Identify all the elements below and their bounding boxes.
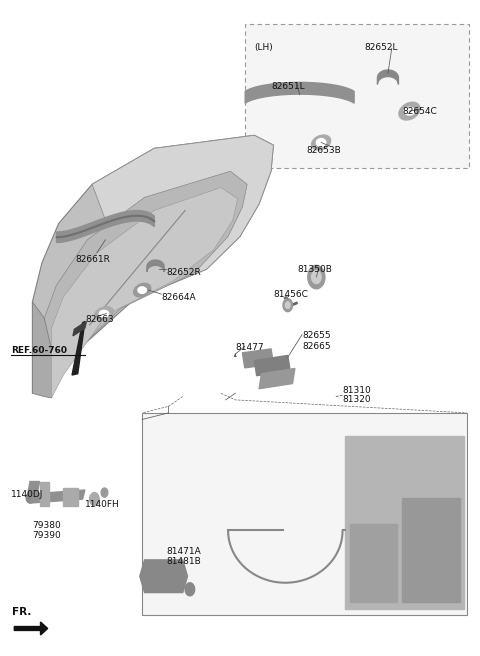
Polygon shape xyxy=(312,135,331,150)
Polygon shape xyxy=(14,622,48,635)
Polygon shape xyxy=(44,171,247,397)
Polygon shape xyxy=(254,356,290,376)
Text: 82654C: 82654C xyxy=(402,107,437,115)
Polygon shape xyxy=(39,482,49,506)
Text: 1140FH: 1140FH xyxy=(85,500,120,509)
Polygon shape xyxy=(92,135,274,298)
Polygon shape xyxy=(399,102,420,120)
Polygon shape xyxy=(312,270,321,283)
Polygon shape xyxy=(308,265,325,289)
Polygon shape xyxy=(51,188,238,398)
Bar xyxy=(142,413,467,615)
Text: 82653B: 82653B xyxy=(307,146,342,155)
Polygon shape xyxy=(57,211,155,243)
Text: 82652R: 82652R xyxy=(166,268,201,277)
Text: 1140DJ: 1140DJ xyxy=(11,490,43,499)
Polygon shape xyxy=(285,302,290,308)
Polygon shape xyxy=(402,498,459,602)
Text: 79390: 79390 xyxy=(33,531,61,541)
Polygon shape xyxy=(147,260,164,272)
Text: REF.60-760: REF.60-760 xyxy=(11,346,67,356)
Text: 81471A: 81471A xyxy=(166,547,201,556)
Text: 81310: 81310 xyxy=(343,386,372,394)
Text: (LH): (LH) xyxy=(254,43,273,52)
Text: 82665: 82665 xyxy=(302,342,331,351)
Text: 82652L: 82652L xyxy=(364,43,397,52)
Polygon shape xyxy=(316,138,326,146)
Bar xyxy=(245,24,469,168)
Text: 82664A: 82664A xyxy=(161,293,196,302)
Text: 81456C: 81456C xyxy=(274,289,308,298)
Polygon shape xyxy=(99,310,109,317)
Polygon shape xyxy=(28,482,39,495)
Polygon shape xyxy=(242,349,274,368)
Polygon shape xyxy=(101,488,108,497)
Polygon shape xyxy=(73,321,86,336)
Polygon shape xyxy=(138,287,146,293)
Polygon shape xyxy=(140,560,188,592)
Text: 81320: 81320 xyxy=(343,396,371,404)
Polygon shape xyxy=(72,321,85,375)
Text: 81481B: 81481B xyxy=(166,558,201,566)
Polygon shape xyxy=(185,583,195,596)
Text: 81350B: 81350B xyxy=(297,265,332,274)
Polygon shape xyxy=(133,283,151,297)
Polygon shape xyxy=(345,436,464,609)
Polygon shape xyxy=(33,302,56,398)
Polygon shape xyxy=(377,70,398,85)
Text: 82655: 82655 xyxy=(302,331,331,340)
Text: 82663: 82663 xyxy=(85,315,114,324)
Polygon shape xyxy=(90,493,99,506)
Text: 82661R: 82661R xyxy=(75,255,110,264)
Polygon shape xyxy=(63,488,78,506)
Polygon shape xyxy=(245,83,354,103)
Polygon shape xyxy=(26,493,34,503)
Text: 81477: 81477 xyxy=(235,343,264,352)
Text: FR.: FR. xyxy=(12,607,31,617)
Polygon shape xyxy=(95,307,114,320)
Text: 82651L: 82651L xyxy=(271,82,305,91)
Polygon shape xyxy=(404,107,415,115)
Polygon shape xyxy=(33,135,274,394)
Text: 79380: 79380 xyxy=(33,521,61,530)
Polygon shape xyxy=(283,298,292,312)
Polygon shape xyxy=(350,524,397,602)
Polygon shape xyxy=(30,490,85,503)
Polygon shape xyxy=(259,369,295,389)
